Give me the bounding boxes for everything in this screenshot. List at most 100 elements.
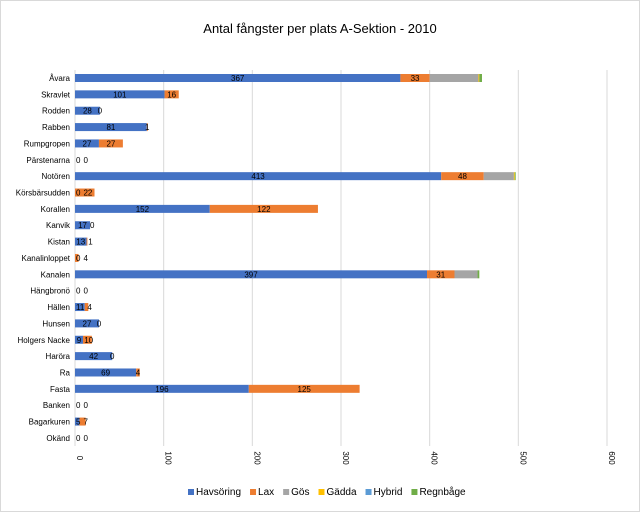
data-label: 17: [78, 221, 87, 230]
bar-lax: [84, 303, 89, 312]
category-label: Ra: [60, 368, 71, 377]
bar-lax: [209, 204, 318, 213]
data-label: 0: [76, 254, 81, 263]
bar-lax: [82, 335, 92, 344]
x-tick-label: 600: [607, 451, 616, 465]
legend-swatch-regnbåge: [411, 489, 418, 495]
x-tick-label: 500: [518, 451, 527, 465]
legend-swatch-gädda: [318, 489, 325, 495]
data-label: 1: [88, 238, 93, 247]
data-label: 81: [106, 123, 115, 132]
x-tick-label: 100: [164, 451, 173, 465]
legend-swatch-havsöring: [188, 489, 194, 495]
data-label: 7: [83, 418, 88, 427]
bar-havsöring: [75, 335, 83, 344]
category-label: Rabben: [42, 123, 70, 132]
category-label: Skravlet: [41, 90, 71, 99]
data-label: 69: [101, 368, 110, 377]
bar-havsöring: [75, 417, 80, 426]
category-label: Kistan: [48, 238, 70, 247]
data-label: 48: [458, 172, 467, 181]
data-label: 33: [411, 74, 420, 83]
data-label: 0: [83, 156, 88, 165]
bar-havsöring: [75, 303, 85, 312]
category-label: Hunsen: [42, 319, 70, 328]
data-label: 0: [98, 107, 103, 116]
legend-label: Gädda: [327, 487, 357, 498]
x-tick-label: 200: [252, 451, 261, 465]
data-label: 4: [83, 254, 88, 263]
category-label: Holgers Nacke: [18, 336, 71, 345]
data-label: 28: [83, 107, 92, 116]
bar-havsöring: [75, 139, 99, 148]
data-label: 4: [136, 368, 141, 377]
data-label: 31: [436, 270, 445, 279]
data-label: 0: [110, 352, 115, 361]
data-label: 125: [298, 385, 312, 394]
bar-lax: [427, 270, 455, 279]
data-label: 5: [76, 418, 81, 427]
bar-lax: [248, 384, 360, 393]
bar-lax: [136, 368, 140, 377]
bar-gädda: [513, 172, 515, 181]
bar-havsöring: [75, 270, 428, 279]
bar-gös: [429, 74, 479, 82]
bar-havsöring: [75, 172, 442, 181]
bar-regnbåge: [479, 74, 482, 82]
bar-havsöring: [75, 90, 165, 99]
data-label: 0: [76, 287, 81, 296]
legend-label: Lax: [258, 487, 274, 498]
chart-title: Antal fångster per plats A-Sektion - 201…: [203, 21, 436, 36]
category-label: Kanalen: [41, 270, 70, 279]
bar-regnbåge: [477, 270, 480, 279]
category-label: Åvara: [49, 74, 70, 83]
data-label: 196: [155, 385, 169, 394]
bar-lax: [75, 188, 95, 197]
data-label: 0: [83, 287, 88, 296]
category-label: Pärstenarna: [26, 156, 70, 165]
data-label: 13: [76, 238, 85, 247]
bar-havsöring: [75, 74, 401, 82]
legend-label: Hybrid: [374, 487, 403, 498]
bar-havsöring: [75, 106, 100, 115]
data-label: 22: [83, 189, 92, 198]
data-label: 122: [257, 205, 271, 214]
data-label: 27: [83, 139, 92, 148]
data-label: 0: [76, 434, 81, 443]
bar-regnbåge: [514, 172, 516, 181]
data-label: 0: [76, 189, 81, 198]
data-label: 101: [113, 90, 127, 99]
data-label: 152: [136, 205, 150, 214]
bar-havsöring: [75, 123, 147, 132]
data-label: 42: [89, 352, 98, 361]
data-label: 413: [251, 172, 265, 181]
bar-havsöring: [75, 221, 91, 230]
category-label: Rodden: [42, 107, 70, 116]
category-label: Bagarkuren: [29, 418, 70, 427]
bar-gädda: [478, 74, 480, 82]
legend-label: Regnbåge: [419, 486, 466, 498]
data-label: 9: [77, 336, 82, 345]
data-label: 0: [83, 401, 88, 410]
category-label: Banken: [43, 401, 70, 410]
bar-lax: [75, 253, 79, 262]
bar-lax: [86, 237, 88, 246]
data-label: 0: [76, 156, 81, 165]
bar-havsöring: [75, 237, 87, 246]
x-tick-label: 0: [75, 456, 84, 461]
bar-havsöring: [75, 204, 210, 213]
legend-swatch-lax: [250, 489, 257, 495]
bar-gös: [454, 270, 478, 279]
data-label: 0: [76, 401, 81, 410]
category-label: Kanalinloppet: [22, 254, 71, 263]
data-label: 0: [97, 319, 102, 328]
category-label: Notören: [42, 172, 70, 181]
bar-gös: [483, 172, 514, 181]
data-label: 27: [83, 319, 92, 328]
category-label: Korallen: [41, 205, 70, 214]
bar-havsöring: [75, 384, 249, 393]
bar-lax: [400, 74, 430, 82]
bar-lax: [164, 90, 179, 99]
x-tick-label: 400: [430, 451, 439, 465]
